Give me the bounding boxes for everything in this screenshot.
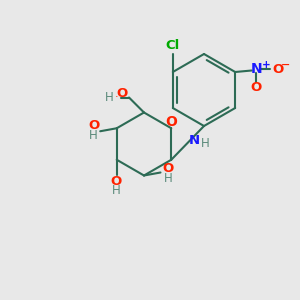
Text: H: H [164,172,172,185]
Text: −: − [280,60,290,70]
Text: ·: · [115,92,119,103]
Text: O: O [272,62,284,76]
Text: O: O [162,161,174,175]
Text: O: O [165,115,177,129]
Text: +: + [262,60,271,70]
Text: O: O [250,81,262,94]
Text: O: O [110,175,122,188]
Text: H: H [112,184,121,197]
Text: Cl: Cl [166,39,180,52]
Text: O: O [117,87,128,101]
Text: H: H [89,129,98,142]
Text: H: H [201,137,210,150]
Text: N: N [189,134,200,147]
Text: H: H [105,91,114,104]
Text: N: N [250,62,262,76]
Text: O: O [88,119,99,132]
